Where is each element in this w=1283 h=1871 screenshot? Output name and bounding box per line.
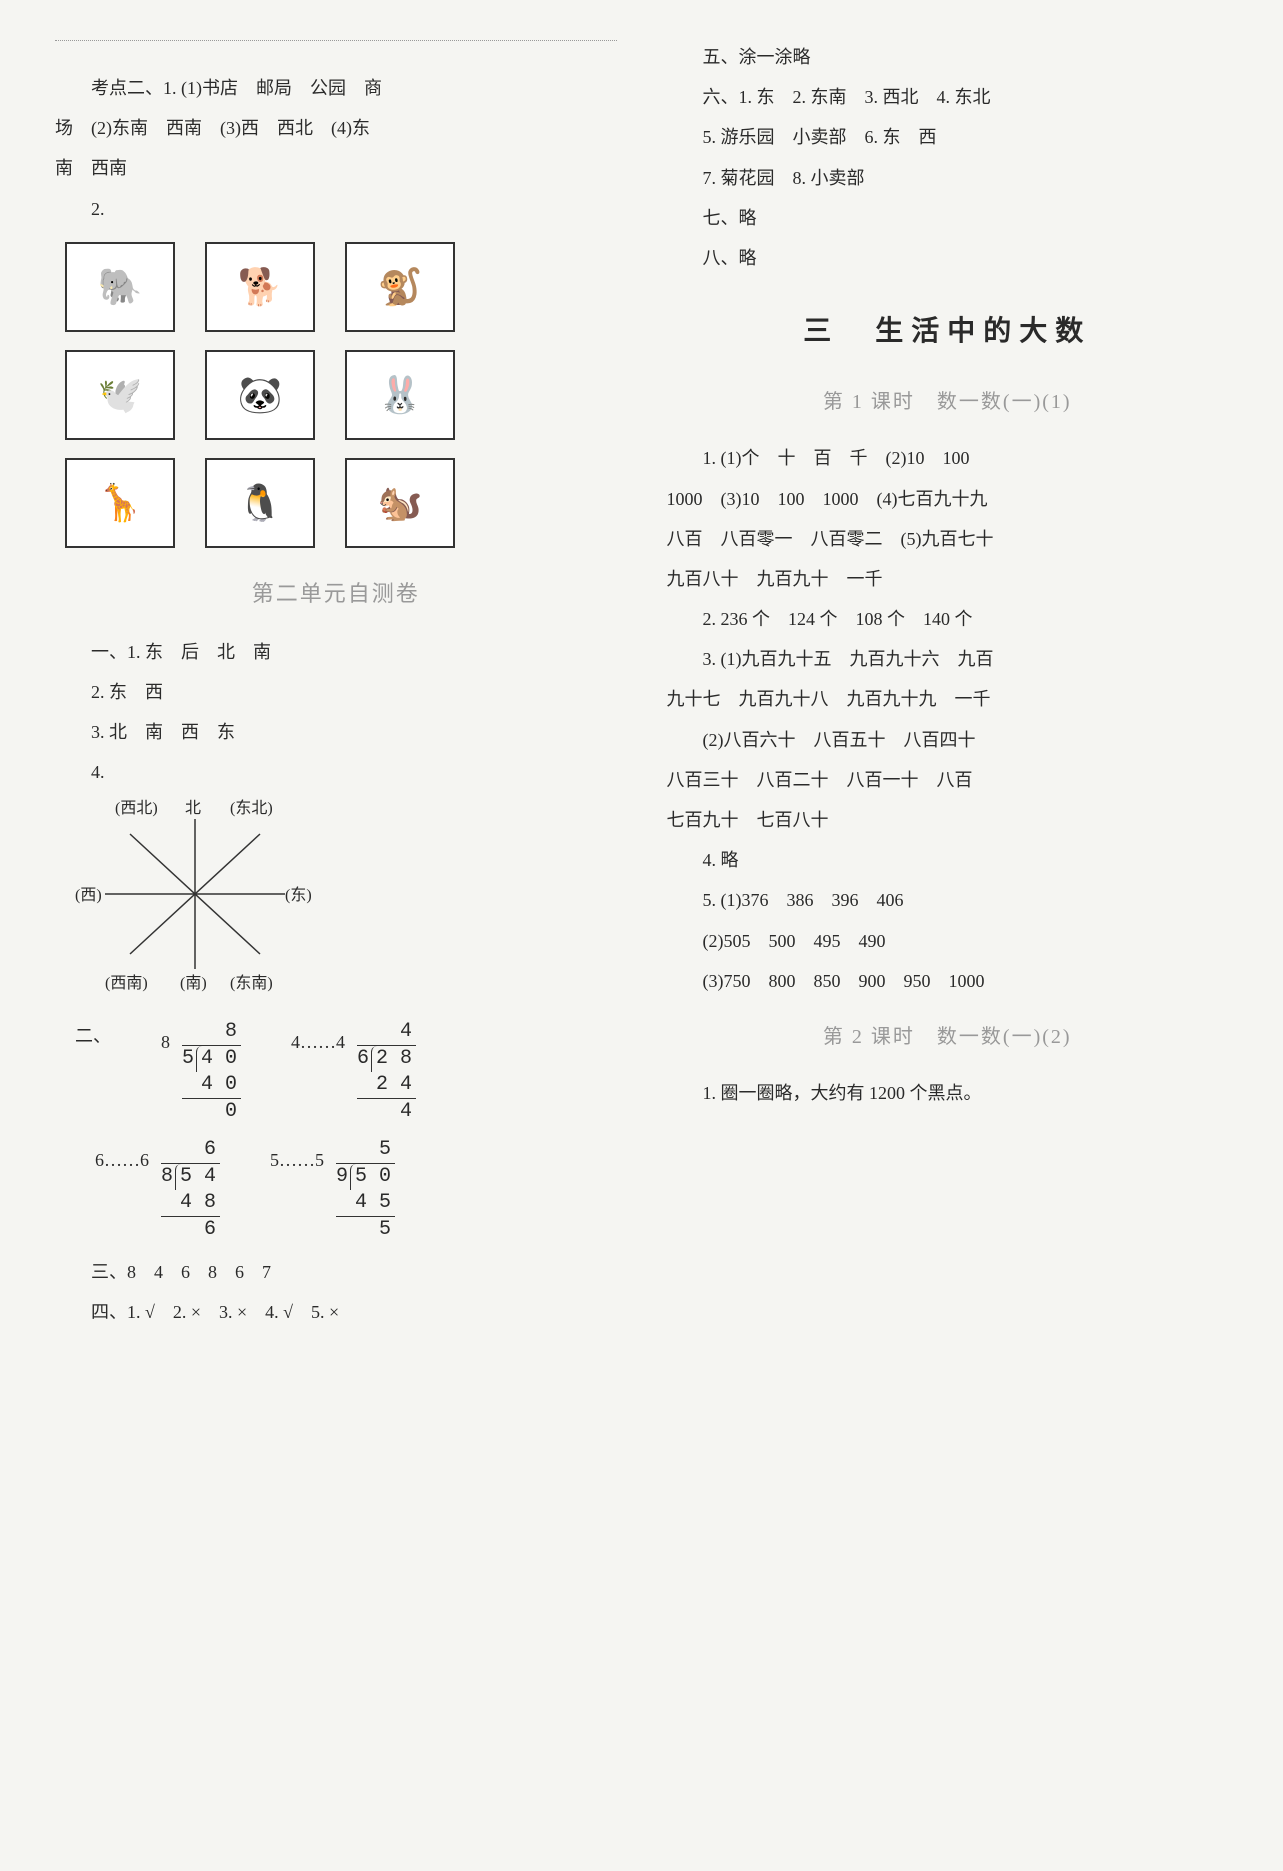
l1-5b: (2)505 500 495 490 [667, 924, 1229, 958]
compass-ne: (东北) [230, 794, 273, 824]
kaodian-num2: 2. [55, 192, 617, 226]
div1-divisor: 5 [182, 1046, 196, 1072]
q1-4-label: 4. [91, 762, 105, 782]
lesson2-title: 第 2 课时 数一数(一)(2) [667, 1018, 1229, 1056]
l1-1a: 1. (1)个 十 百 千 (2)10 100 [667, 441, 1229, 475]
q2-prefix: 二、 [75, 1019, 111, 1053]
div-pair-4: 5……5 5 9 5 0 4 5 5 [270, 1137, 395, 1243]
l1-5c: (3)750 800 850 900 950 1000 [667, 964, 1229, 998]
div4-step1: 4 5 [336, 1190, 395, 1216]
l1-2: 2. 236 个 124 个 108 个 140 个 [667, 602, 1229, 636]
right-column: 五、涂一涂略 六、1. 东 2. 东南 3. 西北 4. 东北 5. 游乐园 小… [642, 40, 1254, 1831]
div1-step1: 4 0 [182, 1072, 241, 1098]
compass-s: (南) [180, 969, 207, 999]
div-pair-1: 8 8 5 4 0 4 0 0 [161, 1019, 241, 1125]
div2-step1: 2 4 [357, 1072, 416, 1098]
unit-title: 三 生活中的大数 [667, 305, 1229, 358]
div1-dividend: 4 0 [196, 1046, 241, 1072]
animal-grid: 🐘 🐕 🐒 🕊️ 🐼 🐰 🦒 🐧 🐿️ [65, 242, 617, 548]
compass-se: (东南) [230, 969, 273, 999]
division-row-1: 二、 8 8 5 4 0 4 0 0 4……4 4 6 2 8 2 4 [75, 1019, 617, 1125]
l1-1c: 八百 八百零一 八百零二 (5)九百七十 [667, 522, 1229, 556]
l1-3b: 九十七 九百九十八 九百九十九 一千 [667, 682, 1229, 716]
compass-n: 北 [185, 794, 201, 824]
dotted-separator [55, 40, 617, 41]
div3-step1: 4 8 [161, 1190, 220, 1216]
longdiv-3: 6 8 5 4 4 8 6 [161, 1137, 220, 1243]
l1-4: 4. 略 [667, 843, 1229, 877]
animal-elephant: 🐘 [65, 242, 175, 332]
div2-dividend: 2 8 [371, 1046, 416, 1072]
q3: 三、8 4 6 8 6 7 [55, 1255, 617, 1289]
div2-divisor: 6 [357, 1046, 371, 1072]
lesson1-title: 第 1 课时 数一数(一)(1) [667, 383, 1229, 421]
q6-3: 7. 菊花园 8. 小卖部 [667, 161, 1229, 195]
q6-2: 5. 游乐园 小卖部 6. 东 西 [667, 120, 1229, 154]
q8: 八、略 [667, 241, 1229, 275]
kaodian-line2: 场 (2)东南 西南 (3)西 西北 (4)东 [55, 111, 617, 145]
animal-penguin: 🐧 [205, 458, 315, 548]
compass-e: (东) [285, 881, 312, 911]
compass-sw: (西南) [105, 969, 148, 999]
l1-1b: 1000 (3)10 100 1000 (4)七百九十九 [667, 482, 1229, 516]
left-column: 考点二、1. (1)书店 邮局 公园 商 场 (2)东南 西南 (3)西 西北 … [30, 40, 642, 1831]
division-row-2: 6……6 6 8 5 4 4 8 6 5……5 5 9 5 0 4 5 5 [95, 1137, 617, 1243]
q4: 四、1. √ 2. × 3. × 4. √ 5. × [55, 1295, 617, 1329]
q1-1: 一、1. 东 后 北 南 [55, 635, 617, 669]
q1-4-prefix: 4. [55, 755, 617, 789]
div3-divisor: 8 [161, 1164, 175, 1190]
q5: 五、涂一涂略 [667, 40, 1229, 74]
animal-rabbit: 🐰 [345, 350, 455, 440]
compass-w: (西) [75, 881, 102, 911]
div4-dividend: 5 0 [350, 1164, 395, 1190]
animal-panda: 🐼 [205, 350, 315, 440]
div-pair-2: 4……4 4 6 2 8 2 4 4 [291, 1019, 416, 1125]
q1-2: 2. 东 西 [55, 675, 617, 709]
animal-dog: 🐕 [205, 242, 315, 332]
l2-1: 1. 圈一圈略，大约有 1200 个黑点。 [667, 1076, 1229, 1110]
q6-1: 六、1. 东 2. 东南 3. 西北 4. 东北 [667, 80, 1229, 114]
kaodian-line3: 南 西南 [55, 151, 617, 185]
kaodian-line1: 考点二、1. (1)书店 邮局 公园 商 [55, 71, 617, 105]
div2-label: 4……4 [291, 1025, 345, 1059]
div3-dividend: 5 4 [175, 1164, 220, 1190]
longdiv-4: 5 9 5 0 4 5 5 [336, 1137, 395, 1243]
q1-3: 3. 北 南 西 东 [55, 715, 617, 749]
div4-label: 5……5 [270, 1143, 324, 1177]
l1-3c: (2)八百六十 八百五十 八百四十 [667, 723, 1229, 757]
div4-divisor: 9 [336, 1164, 350, 1190]
div1-label: 8 [161, 1025, 170, 1059]
l1-5a: 5. (1)376 386 396 406 [667, 883, 1229, 917]
l1-3a: 3. (1)九百九十五 九百九十六 九百 [667, 642, 1229, 676]
longdiv-2: 4 6 2 8 2 4 4 [357, 1019, 416, 1125]
longdiv-1: 8 5 4 0 4 0 0 [182, 1019, 241, 1125]
div-pair-3: 6……6 6 8 5 4 4 8 6 [95, 1137, 220, 1243]
div3-quotient: 6 [161, 1137, 220, 1164]
div4-rem: 5 [336, 1216, 395, 1243]
div1-quotient: 8 [182, 1019, 241, 1046]
test-title: 第二单元自测卷 [55, 573, 617, 615]
animal-monkey: 🐒 [345, 242, 455, 332]
compass-nw: (西北) [115, 794, 158, 824]
q7: 七、略 [667, 201, 1229, 235]
compass-diagram: 北 (西北) (东北) (西) (东) (西南) (南) (东南) [75, 799, 315, 999]
animal-bird: 🕊️ [65, 350, 175, 440]
animal-giraffe: 🦒 [65, 458, 175, 548]
l1-3e: 七百九十 七百八十 [667, 803, 1229, 837]
div4-quotient: 5 [336, 1137, 395, 1164]
div2-quotient: 4 [357, 1019, 416, 1046]
div3-label: 6……6 [95, 1143, 149, 1177]
l1-3d: 八百三十 八百二十 八百一十 八百 [667, 763, 1229, 797]
div1-rem: 0 [182, 1098, 241, 1125]
div3-rem: 6 [161, 1216, 220, 1243]
l1-1d: 九百八十 九百九十 一千 [667, 562, 1229, 596]
animal-squirrel: 🐿️ [345, 458, 455, 548]
div2-rem: 4 [357, 1098, 416, 1125]
